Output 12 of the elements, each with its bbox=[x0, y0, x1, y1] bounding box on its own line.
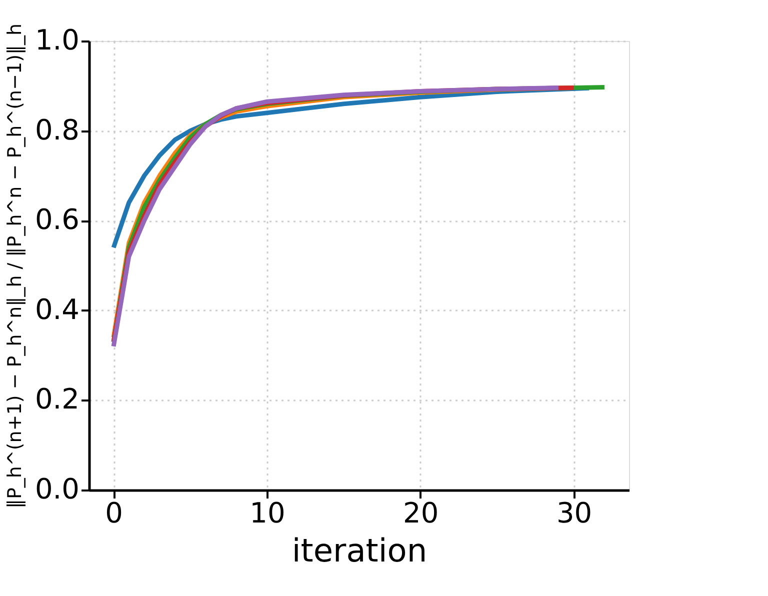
y-tick-label: 0.2 bbox=[34, 382, 80, 416]
y-axis-title: ‖P_h^(n+1) − P_h^n‖_h / ‖P_h^n − P_h^(n−1)‖_h bbox=[4, 23, 26, 509]
y-tick-label: 1.0 bbox=[34, 24, 80, 56]
y-tick-label: 0.8 bbox=[34, 113, 80, 146]
y-tick-label: 0.4 bbox=[34, 292, 80, 326]
x-tick-label: 20 bbox=[403, 496, 439, 530]
x-tick-label: 30 bbox=[556, 496, 592, 530]
x-tick-label: 0 bbox=[105, 496, 123, 530]
y-tick-label: 0.0 bbox=[34, 472, 80, 506]
x-axis-title: iteration bbox=[292, 532, 428, 570]
y-tick-label: 0.6 bbox=[34, 203, 80, 236]
x-tick-label: 10 bbox=[250, 496, 286, 530]
